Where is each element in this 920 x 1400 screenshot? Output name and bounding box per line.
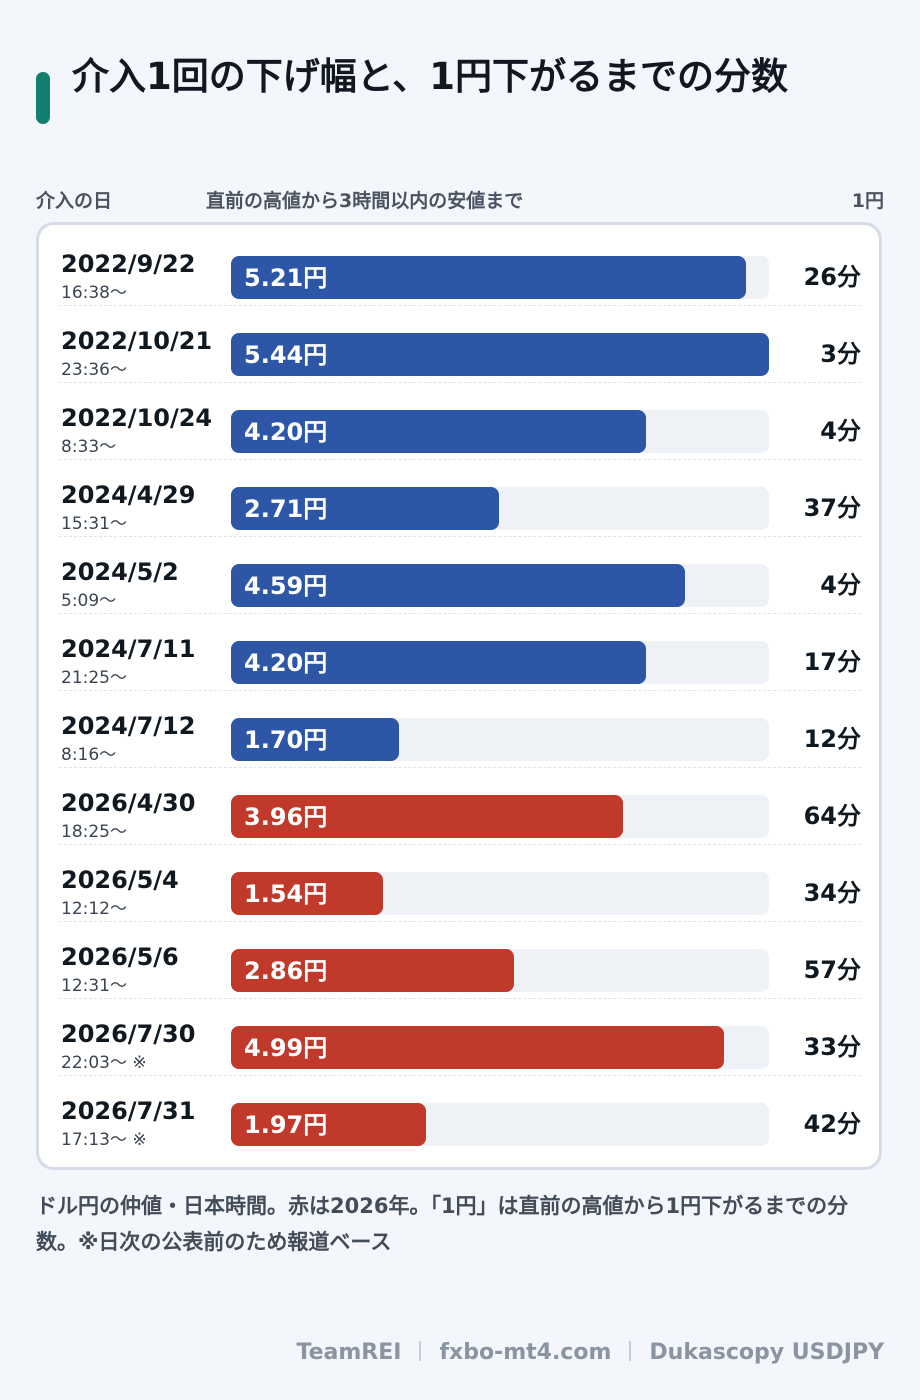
bar-row: 2024/5/2 5:09〜 4.59円 4分 bbox=[59, 536, 861, 614]
row-time-label: 15:31〜 bbox=[61, 514, 127, 534]
bar: 2.86円 bbox=[231, 949, 514, 992]
bar: 1.70円 bbox=[231, 718, 399, 761]
bar-value-label: 1.97円 bbox=[244, 1111, 328, 1139]
source-site: fxbo-mt4.com bbox=[439, 1340, 612, 1365]
bar-value-label: 4.59円 bbox=[244, 572, 328, 600]
bar-value-label: 5.21円 bbox=[244, 264, 328, 292]
bar-track: 1.97円 bbox=[231, 1103, 769, 1146]
row-time-label: 23:36〜 bbox=[61, 360, 127, 380]
bar-row: 2022/9/22 16:38〜 5.21円 26分 bbox=[59, 228, 861, 306]
bar: 3.96円 bbox=[231, 795, 623, 838]
chart-title: 介入1回の下げ幅と、1円下がるまでの分数 bbox=[72, 55, 789, 98]
bar: 5.21円 bbox=[231, 256, 746, 299]
row-minutes-label: 57分 bbox=[803, 956, 861, 984]
bar: 4.59円 bbox=[231, 564, 685, 607]
bar-value-label: 2.71円 bbox=[244, 495, 328, 523]
row-minutes-label: 4分 bbox=[820, 417, 861, 445]
row-minutes-label: 12分 bbox=[803, 725, 861, 753]
bar: 1.97円 bbox=[231, 1103, 426, 1146]
bar-row: 2024/7/11 21:25〜 4.20円 17分 bbox=[59, 613, 861, 691]
row-date-label: 2022/9/22 bbox=[61, 250, 196, 278]
bar: 1.54円 bbox=[231, 872, 383, 915]
row-date-label: 2024/5/2 bbox=[61, 558, 179, 586]
bar-row: 2026/7/30 22:03〜 ※ 4.99円 33分 bbox=[59, 998, 861, 1076]
row-minutes-label: 64分 bbox=[803, 802, 861, 830]
row-minutes-label: 34分 bbox=[803, 879, 861, 907]
column-header-minutes: 1円 bbox=[851, 190, 884, 212]
bar-value-label: 5.44円 bbox=[244, 341, 328, 369]
bar-value-label: 1.70円 bbox=[244, 726, 328, 754]
bar: 5.44円 bbox=[231, 333, 769, 376]
row-minutes-label: 33分 bbox=[803, 1033, 861, 1061]
bar-track: 4.59円 bbox=[231, 564, 769, 607]
row-minutes-label: 4分 bbox=[820, 571, 861, 599]
row-time-label: 22:03〜 ※ bbox=[61, 1053, 147, 1073]
bar-track: 2.86円 bbox=[231, 949, 769, 992]
row-minutes-label: 3分 bbox=[820, 340, 861, 368]
chart-panel: 2022/9/22 16:38〜 5.21円 26分 2022/10/21 23:36〜 5… bbox=[36, 222, 882, 1170]
row-time-label: 8:16〜 bbox=[61, 745, 117, 765]
bar-value-label: 4.99円 bbox=[244, 1034, 328, 1062]
source-data: Dukascopy USDJPY bbox=[649, 1340, 884, 1365]
row-time-label: 21:25〜 bbox=[61, 668, 127, 688]
bar-value-label: 4.20円 bbox=[244, 649, 328, 677]
bar-track: 5.44円 bbox=[231, 333, 769, 376]
row-time-label: 17:13〜 ※ bbox=[61, 1130, 147, 1150]
row-date-label: 2022/10/24 bbox=[61, 404, 213, 432]
bar-track: 4.99円 bbox=[231, 1026, 769, 1069]
row-minutes-label: 17分 bbox=[803, 648, 861, 676]
row-date-label: 2026/5/4 bbox=[61, 866, 179, 894]
bar-row: 2024/7/12 8:16〜 1.70円 12分 bbox=[59, 690, 861, 768]
row-minutes-label: 26分 bbox=[803, 263, 861, 291]
bar-track: 1.54円 bbox=[231, 872, 769, 915]
bar-track: 1.70円 bbox=[231, 718, 769, 761]
bar-row: 2022/10/21 23:36〜 5.44円 3分 bbox=[59, 305, 861, 383]
row-date-label: 2022/10/21 bbox=[61, 327, 213, 355]
column-header-drop: 直前の高値から3時間以内の安値まで bbox=[206, 190, 524, 212]
bar-track: 4.20円 bbox=[231, 641, 769, 684]
row-date-label: 2026/7/31 bbox=[61, 1097, 196, 1125]
row-time-label: 5:09〜 bbox=[61, 591, 117, 611]
bar-value-label: 2.86円 bbox=[244, 957, 328, 985]
row-date-label: 2026/4/30 bbox=[61, 789, 196, 817]
bar-row: 2026/5/6 12:31〜 2.86円 57分 bbox=[59, 921, 861, 999]
row-date-label: 2026/5/6 bbox=[61, 943, 179, 971]
row-time-label: 12:12〜 bbox=[61, 899, 127, 919]
row-minutes-label: 42分 bbox=[803, 1110, 861, 1138]
bar-row: 2026/5/4 12:12〜 1.54円 34分 bbox=[59, 844, 861, 922]
bar: 2.71円 bbox=[231, 487, 499, 530]
bar-track: 5.21円 bbox=[231, 256, 769, 299]
bar-row: 2026/7/31 17:13〜 ※ 1.97円 42分 bbox=[59, 1075, 861, 1152]
source-author: TeamREI bbox=[296, 1340, 402, 1365]
bar-row: 2024/4/29 15:31〜 2.71円 37分 bbox=[59, 459, 861, 537]
row-time-label: 8:33〜 bbox=[61, 437, 117, 457]
source-separator bbox=[629, 1341, 632, 1361]
bar-row: 2026/4/30 18:25〜 3.96円 64分 bbox=[59, 767, 861, 845]
row-time-label: 18:25〜 bbox=[61, 822, 127, 842]
column-header-date: 介入の日 bbox=[36, 190, 113, 212]
row-date-label: 2026/7/30 bbox=[61, 1020, 196, 1048]
bar: 4.20円 bbox=[231, 410, 646, 453]
bar: 4.20円 bbox=[231, 641, 646, 684]
bar-row: 2022/10/24 8:33〜 4.20円 4分 bbox=[59, 382, 861, 460]
footnote: ドル円の仲値・日本時間。赤は2026年。「1円」は直前の高値から1円下がるまでの… bbox=[36, 1194, 849, 1254]
row-time-label: 12:31〜 bbox=[61, 976, 127, 996]
bar-track: 4.20円 bbox=[231, 410, 769, 453]
row-date-label: 2024/7/12 bbox=[61, 712, 196, 740]
title-accent-bar bbox=[36, 72, 50, 124]
bar-value-label: 1.54円 bbox=[244, 880, 328, 908]
source-credits: TeamREI fxbo-mt4.com Dukascopy USDJPY bbox=[297, 1340, 885, 1365]
bar: 4.99円 bbox=[231, 1026, 724, 1069]
title-block: 介入1回の下げ幅と、1円下がるまでの分数 bbox=[36, 48, 886, 124]
row-minutes-label: 37分 bbox=[803, 494, 861, 522]
bar-track: 2.71円 bbox=[231, 487, 769, 530]
row-time-label: 16:38〜 bbox=[61, 283, 127, 303]
row-date-label: 2024/7/11 bbox=[61, 635, 196, 663]
source-separator bbox=[419, 1341, 422, 1361]
row-date-label: 2024/4/29 bbox=[61, 481, 196, 509]
bar-value-label: 4.20円 bbox=[244, 418, 328, 446]
bar-value-label: 3.96円 bbox=[244, 803, 328, 831]
bar-track: 3.96円 bbox=[231, 795, 769, 838]
